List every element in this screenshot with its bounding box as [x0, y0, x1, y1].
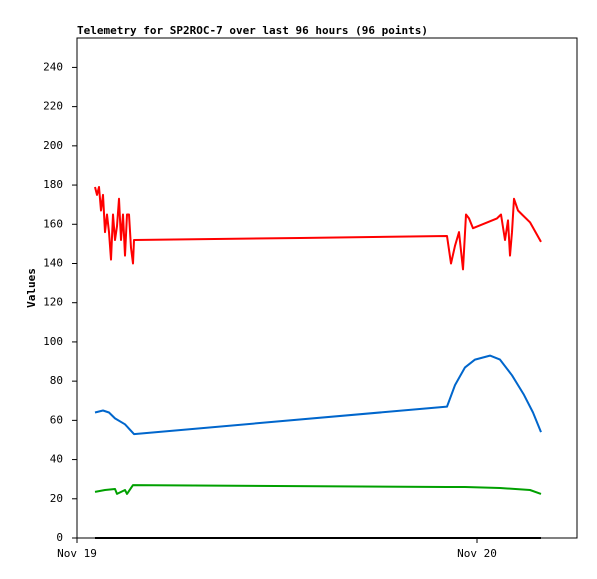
y-tick-label: 20 — [50, 492, 63, 505]
y-tick-label: 180 — [43, 178, 63, 191]
series-line — [94, 354, 542, 436]
y-tick-label: 100 — [43, 335, 63, 348]
y-tick-label: 220 — [43, 100, 63, 113]
y-tick-label: 80 — [50, 374, 63, 387]
y-tick-label: 160 — [43, 217, 63, 230]
y-tick-label: 0 — [56, 531, 63, 544]
y-tick-label: 140 — [43, 256, 63, 269]
chart-title: Telemetry for SP2ROC-7 over last 96 hour… — [77, 24, 428, 37]
y-tick-label: 200 — [43, 139, 63, 152]
y-tick-label: 240 — [43, 60, 63, 73]
series-line — [94, 186, 542, 271]
x-tick-label: Nov 20 — [457, 547, 497, 560]
y-tick-label: 40 — [50, 453, 63, 466]
y-tick-label: 60 — [50, 413, 63, 426]
y-axis-label: Values — [25, 268, 38, 308]
series-line — [94, 484, 542, 495]
y-tick-label: 120 — [43, 296, 63, 309]
x-tick-label: Nov 19 — [57, 547, 97, 560]
